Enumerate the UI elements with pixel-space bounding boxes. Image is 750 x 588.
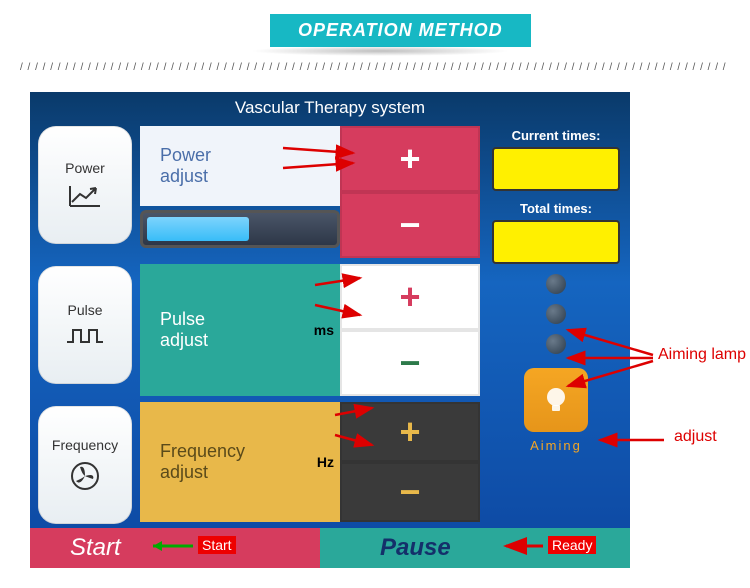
- power-panel: Power adjust + −: [140, 126, 480, 258]
- pulse-tab-label: Pulse: [67, 302, 102, 318]
- power-label-line1: Power: [160, 145, 340, 166]
- annotation-adjust: adjust: [674, 428, 717, 446]
- pulse-minus-button[interactable]: −: [340, 330, 480, 396]
- total-times-label: Total times:: [492, 201, 620, 216]
- power-tab-label: Power: [65, 160, 105, 176]
- bulb-icon: [539, 383, 573, 417]
- frequency-tab-button[interactable]: Frequency: [38, 406, 132, 524]
- total-times-display: [492, 220, 620, 264]
- right-column: Current times: Total times: Aiming: [492, 128, 620, 453]
- frequency-pm-group: + −: [340, 402, 480, 522]
- left-button-column: Power Pulse Frequency: [38, 126, 132, 524]
- fan-icon: [70, 461, 100, 494]
- frequency-panel: Frequency adjust Hz + −: [140, 402, 480, 522]
- power-progress-fill: [147, 217, 249, 241]
- divider-slashes: / / / / / / / / / / / / / / / / / / / / …: [20, 62, 730, 73]
- square-wave-icon: [65, 326, 105, 349]
- adjust-panels: Power adjust + − Pulse adjust ms + −: [140, 126, 480, 528]
- header-shadow: [250, 46, 510, 56]
- aiming-lamps: [492, 274, 620, 354]
- aiming-lamp-2: [546, 304, 566, 324]
- aiming-label: Aiming: [492, 438, 620, 453]
- chart-up-icon: [68, 184, 102, 211]
- power-adjust-label: Power adjust: [140, 126, 340, 206]
- current-times-display: [492, 147, 620, 191]
- bottom-bar: Start Pause: [30, 528, 630, 568]
- frequency-label-line2: adjust: [160, 462, 340, 483]
- power-progress-bar: [140, 210, 340, 248]
- current-times-label: Current times:: [492, 128, 620, 143]
- annotation-aiming-lamp: Aiming lamp: [658, 346, 746, 364]
- header-banner: OPERATION METHOD: [270, 14, 531, 47]
- start-button[interactable]: Start: [30, 528, 320, 568]
- power-label-line2: adjust: [160, 166, 340, 187]
- aiming-lamp-1: [546, 274, 566, 294]
- frequency-plus-button[interactable]: +: [340, 402, 480, 462]
- frequency-label-line1: Frequency: [160, 441, 340, 462]
- pulse-plus-button[interactable]: +: [340, 264, 480, 330]
- pulse-adjust-label: Pulse adjust ms: [140, 264, 340, 396]
- frequency-minus-button[interactable]: −: [340, 462, 480, 522]
- frequency-unit: Hz: [317, 454, 334, 470]
- power-plus-button[interactable]: +: [340, 126, 480, 192]
- screen-title: Vascular Therapy system: [30, 92, 630, 122]
- frequency-adjust-label: Frequency adjust Hz: [140, 402, 340, 522]
- pause-button[interactable]: Pause: [320, 528, 630, 568]
- frequency-tab-label: Frequency: [52, 437, 118, 453]
- power-minus-button[interactable]: −: [340, 192, 480, 258]
- aiming-lamp-3: [546, 334, 566, 354]
- pulse-tab-button[interactable]: Pulse: [38, 266, 132, 384]
- power-tab-button[interactable]: Power: [38, 126, 132, 244]
- aiming-button[interactable]: [524, 368, 588, 432]
- pulse-panel: Pulse adjust ms + −: [140, 264, 480, 396]
- pulse-unit: ms: [314, 322, 334, 338]
- power-pm-group: + −: [340, 126, 480, 258]
- pulse-pm-group: + −: [340, 264, 480, 396]
- device-screen: Vascular Therapy system Power Pulse Freq…: [30, 92, 630, 568]
